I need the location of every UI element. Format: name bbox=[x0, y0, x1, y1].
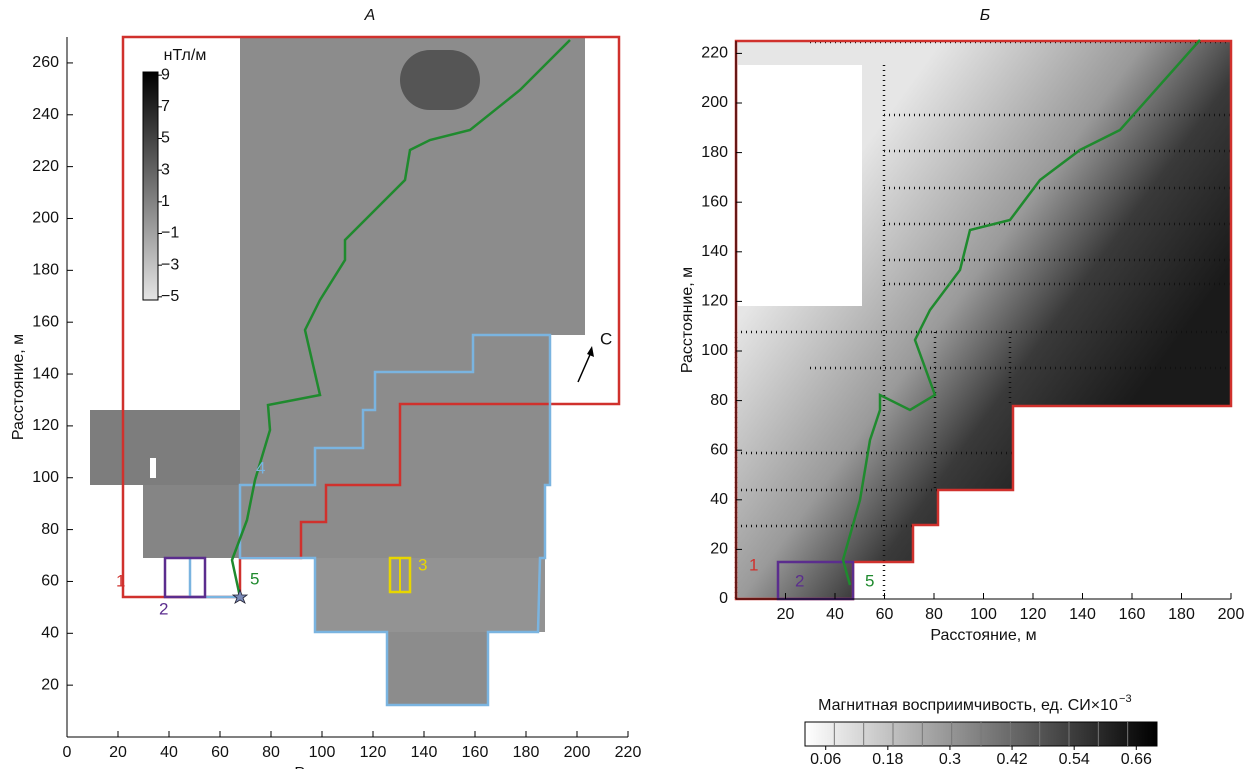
annotation: 5 bbox=[250, 569, 259, 588]
annotation: 3 bbox=[418, 555, 427, 574]
annotation: 1 bbox=[749, 555, 758, 574]
y-tick-label: 200 bbox=[32, 210, 59, 227]
y-tick-label: 240 bbox=[32, 106, 59, 123]
annotation: С bbox=[600, 329, 612, 348]
y-tick-label: 60 bbox=[41, 573, 59, 590]
colorbar-tick-label: 9 bbox=[161, 66, 170, 83]
colorbar-tick-label: −3 bbox=[161, 256, 179, 273]
x-tick-label: 160 bbox=[462, 744, 489, 761]
colorbar-tick-label: 0.3 bbox=[939, 751, 961, 768]
y-tick-label: 20 bbox=[710, 541, 728, 558]
x-tick-label: 180 bbox=[1168, 606, 1195, 623]
x-tick-label: 60 bbox=[876, 606, 894, 623]
y-tick-label: 20 bbox=[41, 676, 59, 693]
colorbar-tick-label: 7 bbox=[161, 98, 170, 115]
colorbar-tick-label: −5 bbox=[161, 288, 179, 305]
panel-title: Б bbox=[980, 7, 990, 24]
colorbar-tick-label: 0.54 bbox=[1059, 751, 1090, 768]
y-tick-label: 80 bbox=[710, 392, 728, 409]
x-axis-label: Расстояние, м bbox=[930, 627, 1036, 644]
colorbar-tick-label: 0.06 bbox=[810, 751, 841, 768]
y-tick-label: 220 bbox=[701, 45, 728, 62]
y-tick-label: 200 bbox=[701, 94, 728, 111]
x-axis-label: Расстояние, м bbox=[294, 765, 400, 769]
colorbar-tick-label: 0.42 bbox=[996, 751, 1027, 768]
panel-title: А bbox=[364, 7, 376, 24]
colorbar-title: Магнитная восприимчивость, ед. СИ×10 bbox=[818, 697, 1118, 714]
y-tick-label: 40 bbox=[41, 625, 59, 642]
y-tick-label: 120 bbox=[701, 293, 728, 310]
y-tick-label: 60 bbox=[710, 441, 728, 458]
x-tick-label: 0 bbox=[63, 744, 72, 761]
y-tick-label: 100 bbox=[701, 342, 728, 359]
x-tick-label: 200 bbox=[1218, 606, 1245, 623]
annotation: 2 bbox=[795, 571, 804, 590]
x-tick-label: 20 bbox=[777, 606, 795, 623]
y-tick-label: 140 bbox=[701, 243, 728, 260]
y-tick-label: 180 bbox=[32, 262, 59, 279]
star bbox=[233, 590, 247, 603]
y-axis-label: Расстояние, м bbox=[679, 267, 696, 373]
y-tick-label: 80 bbox=[41, 521, 59, 538]
y-tick-label: 40 bbox=[710, 491, 728, 508]
colorbar-tick-label: 3 bbox=[161, 161, 170, 178]
x-tick-label: 220 bbox=[615, 744, 642, 761]
y-tick-label: 220 bbox=[32, 158, 59, 175]
colorbar-exponent: −3 bbox=[1119, 693, 1132, 705]
y-tick-label: 140 bbox=[32, 365, 59, 382]
figure: 0204060801001201401601802002202040608010… bbox=[0, 0, 1252, 769]
colorbar-tick-label: −1 bbox=[161, 225, 179, 242]
x-tick-label: 160 bbox=[1119, 606, 1146, 623]
x-tick-label: 80 bbox=[925, 606, 943, 623]
x-tick-label: 40 bbox=[826, 606, 844, 623]
colorbar bbox=[143, 72, 158, 300]
annotation: 1 bbox=[116, 571, 125, 590]
annotation: 4 bbox=[256, 458, 265, 477]
colorbar-tick-label: 0.18 bbox=[872, 751, 903, 768]
area-2-a bbox=[165, 558, 205, 597]
x-tick-label: 120 bbox=[1020, 606, 1047, 623]
x-tick-label: 20 bbox=[109, 744, 127, 761]
colorbar-tick-label: 0.66 bbox=[1121, 751, 1152, 768]
x-tick-label: 100 bbox=[970, 606, 997, 623]
x-tick-label: 200 bbox=[564, 744, 591, 761]
y-axis-label: Расстояние, м bbox=[10, 334, 27, 440]
x-tick-label: 140 bbox=[1069, 606, 1096, 623]
colorbar-tick-label: 5 bbox=[161, 130, 170, 147]
no-data-area bbox=[738, 65, 862, 306]
y-tick-label: 260 bbox=[32, 54, 59, 71]
x-tick-label: 120 bbox=[360, 744, 387, 761]
y-tick-label: 180 bbox=[701, 144, 728, 161]
x-tick-label: 60 bbox=[211, 744, 229, 761]
y-tick-label: 100 bbox=[32, 469, 59, 486]
colorbar-tick-label: 1 bbox=[161, 193, 170, 210]
north-arrow-head bbox=[587, 346, 594, 357]
y-tick-label: 0 bbox=[719, 590, 728, 607]
y-tick-label: 120 bbox=[32, 417, 59, 434]
x-tick-label: 140 bbox=[411, 744, 438, 761]
colorbar-title: нТл/м bbox=[164, 47, 207, 64]
y-tick-label: 160 bbox=[32, 313, 59, 330]
x-tick-label: 100 bbox=[309, 744, 336, 761]
x-tick-label: 80 bbox=[262, 744, 280, 761]
annotation: 5 bbox=[865, 571, 874, 590]
annotation: 2 bbox=[159, 599, 168, 618]
y-tick-label: 160 bbox=[701, 193, 728, 210]
x-tick-label: 40 bbox=[160, 744, 178, 761]
x-tick-label: 180 bbox=[513, 744, 540, 761]
